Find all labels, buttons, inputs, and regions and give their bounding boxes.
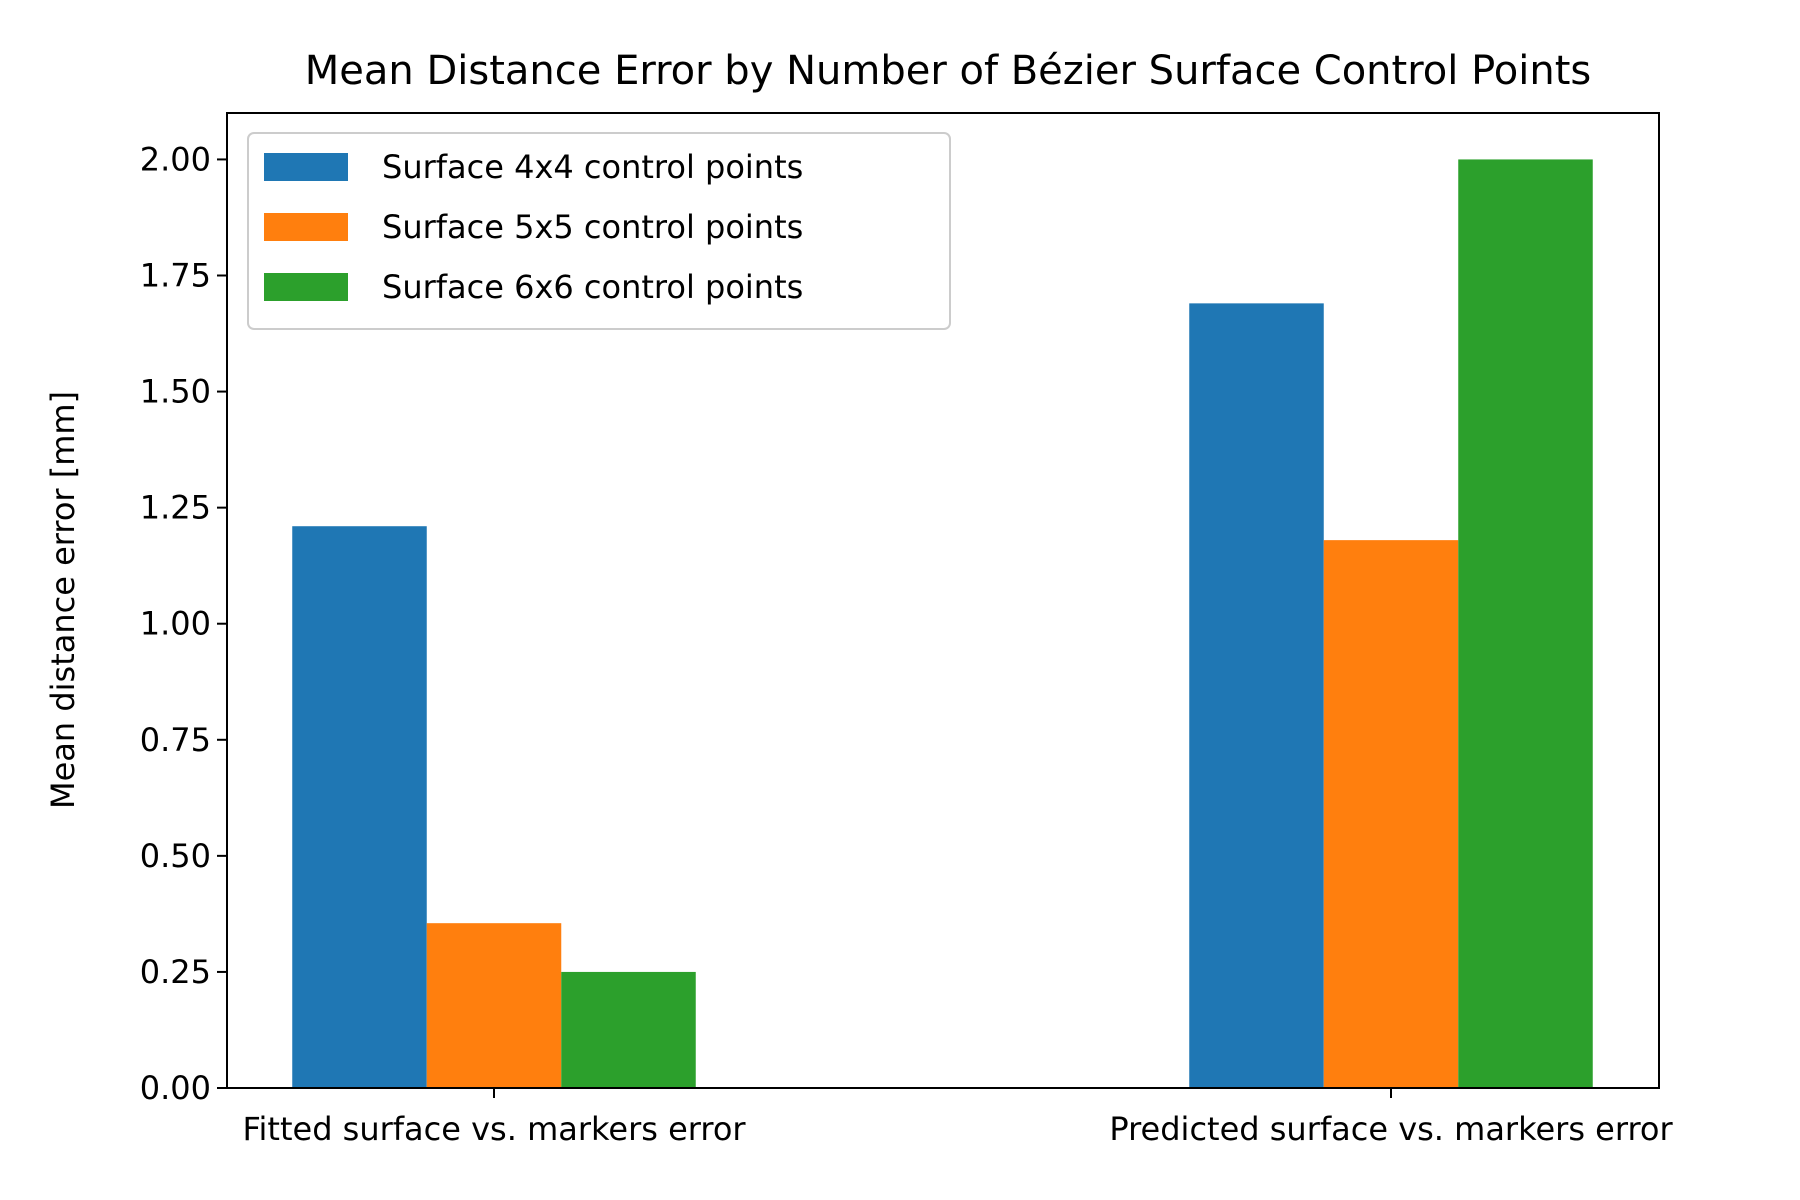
bar xyxy=(1458,159,1593,1088)
plot-frame xyxy=(226,112,1660,1089)
legend-label: Surface 5x5 control points xyxy=(382,208,803,246)
x-tick-label: Predicted surface vs. markers error xyxy=(1109,1110,1673,1148)
y-axis: 0.00 0.25 0.50 0.75 1.00 1.25 1.50 1.75 2.00 xyxy=(140,140,227,1107)
y-tick-label: 0.50 xyxy=(140,837,211,875)
y-tick-label: 2.00 xyxy=(140,140,211,178)
legend-swatch xyxy=(264,153,348,181)
bar xyxy=(561,971,696,1088)
x-axis: Fitted surface vs. markers error Predicte… xyxy=(242,1088,1673,1148)
legend: Surface 4x4 control points Surface 5x5 co… xyxy=(247,132,951,330)
y-axis-label: Mean distance error [mm] xyxy=(44,391,82,809)
bars-layer xyxy=(292,159,1593,1088)
bar xyxy=(426,923,562,1088)
y-tick-label: 1.25 xyxy=(140,489,211,527)
bar xyxy=(1323,540,1459,1088)
legend-swatch xyxy=(264,273,348,301)
legend-label: Surface 6x6 control points xyxy=(382,268,803,306)
legend-label: Surface 4x4 control points xyxy=(382,148,803,186)
y-tick-label: 0.25 xyxy=(140,953,211,991)
bar xyxy=(1189,303,1324,1088)
chart-title: Mean Distance Error by Number of Bézier … xyxy=(305,48,1591,94)
bar xyxy=(292,526,427,1088)
y-tick-label: 1.75 xyxy=(140,257,211,295)
x-tick-label: Fitted surface vs. markers error xyxy=(242,1110,746,1148)
y-tick-label: 1.00 xyxy=(140,605,211,643)
y-tick-label: 0.00 xyxy=(140,1069,211,1107)
legend-box xyxy=(247,132,951,330)
y-tick-label: 1.50 xyxy=(140,373,211,411)
legend-swatch xyxy=(264,213,348,241)
y-tick-label: 0.75 xyxy=(140,721,211,759)
